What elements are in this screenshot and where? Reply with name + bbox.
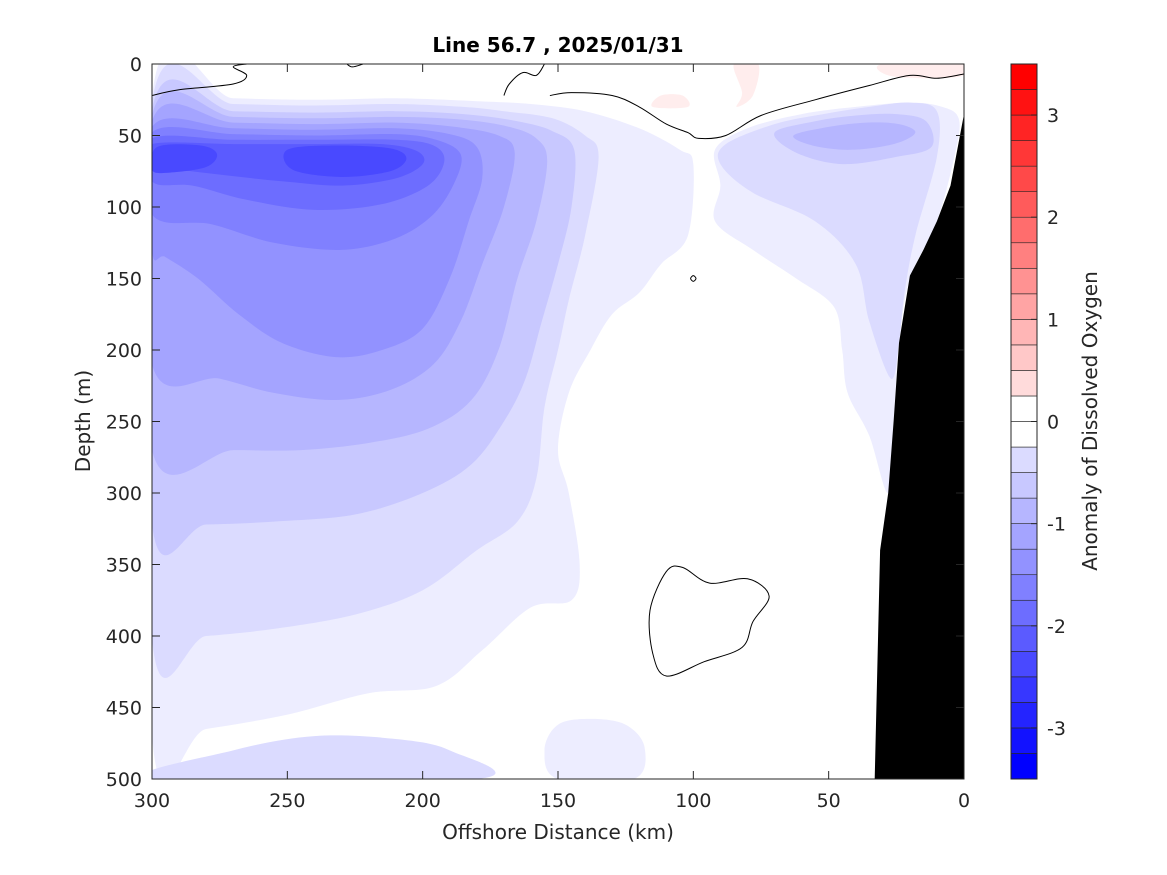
contour-region-9 [793,122,916,150]
colorbar-cell-16 [1010,344,1038,371]
colorbar-label: Anomaly of Dissolved Oxygen [1078,271,1102,571]
zero-contour-layer [152,64,964,677]
colorbar-cell-26 [1010,89,1038,116]
zero-contour-line-2 [549,73,964,140]
y-tick-label-450: 450 [106,698,142,720]
y-tick-label-50: 50 [118,126,142,148]
zero-contour-line-1 [503,64,545,96]
colorbar-tick-label-0: 3 [1047,105,1059,127]
colorbar-cell-23 [1010,165,1038,192]
colorbar-cell-17 [1010,319,1038,346]
contour-region-19 [651,94,690,109]
x-axis-ticks: 300 250 200 150 100 50 0 [134,64,970,812]
colorbar-cell-21 [1010,216,1038,244]
colorbar-tick-label-3: 0 [1047,412,1059,434]
y-axis-ticks: 0 50 100 150 200 250 300 350 400 450 500 [106,54,964,791]
colorbar-cell-19 [1010,267,1038,295]
colorbar-cell-13 [1010,421,1038,448]
x-tick-label-200: 200 [405,790,441,812]
y-tick-label-300: 300 [106,483,142,505]
colorbar-cell-22 [1010,191,1038,218]
x-axis-label: Offshore Distance (km) [442,820,674,844]
chart-title: Line 56.7 , 2025/01/31 [432,33,683,57]
colorbar-cell-8 [1010,548,1038,576]
contour-region-16 [283,145,407,178]
colorbar-cell-10 [1010,497,1038,524]
plot-area [151,63,965,780]
colorbar-cell-1 [1010,727,1038,754]
contour-region-15 [152,144,218,174]
colorbar-cell-0 [1010,753,1038,780]
seafloor-layer [874,114,964,779]
y-tick-label-100: 100 [106,197,142,219]
y-tick-label-500: 500 [106,769,142,791]
contour-region-17 [733,64,760,107]
colorbar-cell-15 [1010,370,1038,397]
colorbar-tick-label-4: -1 [1047,514,1066,536]
colorbar-tick-label-2: 1 [1047,309,1059,331]
y-tick-label-350: 350 [106,555,142,577]
colorbar-cell-6 [1010,599,1038,627]
colorbar-cell-18 [1010,293,1038,320]
colorbar-cell-2 [1010,702,1038,729]
zero-contour-line-4 [690,275,697,282]
contour-region-18 [876,64,964,79]
colorbar-cell-14 [1010,395,1038,422]
colorbar: 3 2 1 0 -1 -2 -3 Anomaly of Dissolved Oxygen [1010,63,1102,780]
y-tick-label-200: 200 [106,340,142,362]
colorbar-cell-24 [1010,140,1038,167]
colorbar-cell-7 [1010,574,1038,601]
y-tick-label-250: 250 [106,412,142,434]
colorbar-tick-label-6: -3 [1047,718,1066,740]
colorbar-cell-20 [1010,242,1038,269]
contour-region-2 [544,718,646,779]
colorbar-cell-25 [1010,114,1038,141]
x-tick-label-100: 100 [675,790,711,812]
contour-region-4 [717,102,940,379]
colorbar-cell-12 [1010,446,1038,473]
contour-fill-layer [152,64,964,779]
y-tick-label-150: 150 [106,269,142,291]
zero-contour-line-3 [648,565,770,677]
x-tick-label-150: 150 [540,790,576,812]
colorbar-tick-label-1: 2 [1047,207,1059,229]
y-tick-label-0: 0 [130,54,142,76]
x-tick-label-50: 50 [817,790,841,812]
y-axis-label: Depth (m) [71,370,95,472]
colorbar-ticks: 3 2 1 0 -1 -2 -3 [1031,105,1066,740]
colorbar-cell-11 [1010,472,1038,499]
colorbar-tick-label-5: -2 [1047,616,1066,638]
seafloor-mask [874,114,964,779]
x-tick-label-300: 300 [134,790,170,812]
zero-contour-line-5 [346,64,364,68]
colorbar-cell-4 [1010,651,1038,678]
colorbar-cell-9 [1010,523,1038,550]
y-tick-label-400: 400 [106,626,142,648]
x-tick-label-0: 0 [958,790,970,812]
colorbar-cell-3 [1010,676,1038,703]
colorbar-cell-27 [1010,63,1038,90]
zero-contour-line-0 [152,64,248,96]
colorbar-cell-5 [1010,625,1038,652]
x-tick-label-250: 250 [269,790,305,812]
contour-region-5 [152,735,496,779]
